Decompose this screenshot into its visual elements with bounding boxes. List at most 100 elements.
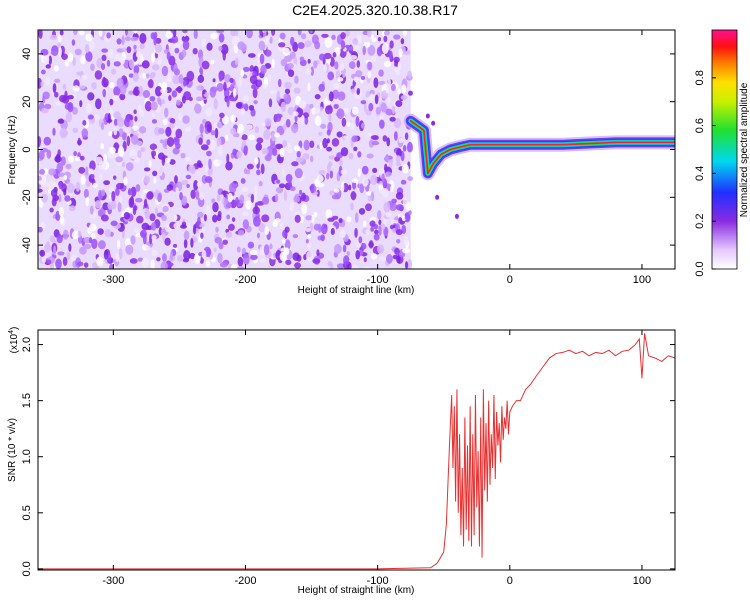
noise-speckle	[168, 94, 172, 102]
noise-speckle	[109, 98, 114, 106]
noise-speckle	[404, 261, 409, 269]
noise-speckle	[195, 190, 200, 201]
noise-speckle	[92, 182, 98, 188]
noise-speckle	[353, 146, 358, 152]
snr-x-tick-label: -100	[367, 575, 389, 587]
noise-speckle	[264, 49, 272, 57]
noise-speckle	[390, 219, 399, 225]
noise-speckle	[72, 106, 78, 115]
noise-speckle	[318, 131, 323, 136]
noise-speckle	[39, 249, 46, 257]
noise-speckle	[222, 239, 228, 245]
noise-speckle	[128, 58, 135, 69]
noise-speckle	[74, 48, 82, 56]
noise-speckle	[100, 143, 105, 150]
noise-speckle	[149, 213, 156, 222]
noise-speckle	[87, 114, 94, 120]
noise-speckle	[325, 172, 330, 180]
noise-speckle	[173, 42, 181, 50]
noise-speckle	[343, 255, 350, 266]
noise-speckle	[239, 194, 245, 204]
noise-speckle	[371, 37, 377, 43]
noise-speckle	[368, 240, 374, 249]
noise-speckle	[382, 187, 389, 198]
spectrogram-y-tick-label: 20	[21, 96, 33, 108]
colorbar-tick-label: 0.6	[694, 118, 706, 133]
noise-speckle	[38, 226, 43, 233]
noise-speckle	[90, 63, 95, 71]
noise-speckle	[274, 132, 281, 138]
noise-speckle	[241, 187, 249, 193]
noise-speckle	[376, 46, 383, 57]
noise-speckle	[221, 115, 229, 125]
noise-speckle	[390, 83, 396, 92]
noise-speckle	[242, 219, 249, 230]
noise-speckle	[353, 45, 361, 50]
noise-speckle	[38, 150, 45, 160]
noise-speckle	[333, 188, 340, 193]
noise-speckle	[262, 122, 266, 127]
noise-speckle	[279, 222, 284, 230]
noise-speckle	[150, 101, 158, 111]
noise-speckle	[230, 114, 236, 123]
noise-speckle	[216, 137, 222, 148]
noise-speckle	[64, 195, 71, 202]
noise-speckle	[183, 230, 190, 240]
noise-speckle	[83, 188, 89, 199]
noise-speckle	[43, 243, 52, 253]
snr-x-ticks: -300 -200 -100 0 100	[102, 330, 651, 587]
noise-speckle	[134, 115, 138, 122]
noise-speckle	[235, 196, 239, 206]
noise-speckle	[299, 189, 303, 195]
noise-speckle	[236, 246, 241, 253]
spectrogram-y-tick-label: 0	[21, 146, 33, 152]
noise-speckle	[156, 257, 161, 262]
noise-speckle	[137, 54, 141, 66]
noise-speckle	[100, 214, 109, 222]
noise-speckle	[378, 119, 385, 129]
noise-speckle	[360, 100, 367, 105]
noise-speckle	[232, 148, 237, 156]
noise-speckle	[149, 73, 155, 79]
noise-speckle	[356, 60, 361, 68]
noise-speckle	[206, 42, 213, 51]
noise-speckle	[398, 216, 403, 224]
noise-speckle	[94, 156, 103, 165]
noise-speckle	[68, 155, 75, 163]
noise-speckle	[278, 183, 286, 189]
colorbar-tick-label: 0.8	[694, 70, 706, 85]
noise-speckle	[330, 262, 334, 269]
noise-speckle	[293, 195, 300, 203]
noise-speckle	[57, 34, 62, 43]
noise-speckle	[48, 55, 52, 65]
noise-speckle	[307, 234, 312, 239]
noise-speckle	[327, 71, 335, 81]
noise-speckle	[326, 146, 333, 152]
noise-speckle	[137, 257, 144, 262]
noise-speckle	[66, 182, 75, 194]
noise-speckle	[284, 247, 290, 256]
noise-speckle	[174, 175, 178, 184]
noise-speckle	[172, 75, 180, 85]
noise-speckle	[97, 209, 103, 217]
noise-speckle	[349, 122, 355, 131]
noise-speckle	[274, 218, 281, 223]
noise-speckle	[328, 113, 332, 122]
noise-speckle	[169, 117, 176, 125]
noise-speckle	[218, 33, 225, 43]
noise-speckle	[126, 30, 133, 37]
noise-speckle	[148, 159, 152, 168]
noise-speckle	[241, 134, 248, 141]
noise-speckle	[129, 258, 138, 264]
noise-speckle	[74, 156, 81, 162]
noise-speckle	[139, 126, 147, 134]
noise-speckle	[294, 214, 301, 223]
noise-speckle	[401, 84, 407, 94]
noise-speckle	[130, 235, 136, 245]
noise-speckle	[170, 250, 174, 261]
noise-speckle	[182, 258, 190, 263]
noise-speckle	[236, 126, 241, 134]
noise-speckle	[282, 139, 288, 148]
noise-speckle	[72, 127, 79, 134]
noise-speckle	[285, 259, 292, 266]
